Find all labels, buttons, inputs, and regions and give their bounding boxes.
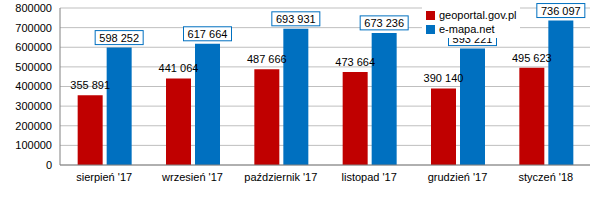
svg-text:473 664: 473 664	[335, 56, 375, 68]
svg-text:październik '17: październik '17	[244, 171, 317, 183]
svg-text:600000: 600000	[15, 41, 52, 53]
svg-text:390 140: 390 140	[424, 72, 464, 84]
svg-text:617 664: 617 664	[188, 28, 228, 40]
svg-text:wrzesień '17: wrzesień '17	[161, 171, 223, 183]
svg-text:800000: 800000	[15, 2, 52, 14]
svg-text:400000: 400000	[15, 80, 52, 92]
svg-text:listopad '17: listopad '17	[342, 171, 397, 183]
svg-text:673 236: 673 236	[364, 17, 404, 29]
svg-text:300000: 300000	[15, 100, 52, 112]
svg-text:593 221: 593 221	[453, 33, 493, 45]
svg-text:700000: 700000	[15, 22, 52, 34]
html-text:geoportal.gov.pl: geoportal.gov.pl	[439, 9, 517, 21]
svg-text:693 931: 693 931	[276, 13, 316, 25]
svg-text:487 666: 487 666	[247, 53, 287, 65]
svg-text:736 097: 736 097	[541, 5, 581, 17]
svg-text:0: 0	[46, 159, 52, 171]
svg-text:grudzień '17: grudzień '17	[428, 171, 488, 183]
svg-text:495 623: 495 623	[512, 52, 552, 64]
svg-text:100000: 100000	[15, 139, 52, 151]
svg-text:598 252: 598 252	[99, 32, 139, 44]
svg-text:styczeń '18: styczeń '18	[518, 171, 573, 183]
svg-text:500000: 500000	[15, 61, 52, 73]
html-text:e-mapa.net: e-mapa.net	[439, 23, 495, 35]
svg-text:355 891: 355 891	[70, 79, 110, 91]
svg-text:441 064: 441 064	[159, 62, 199, 74]
svg-text:sierpień '17: sierpień '17	[76, 171, 132, 183]
svg-text:200000: 200000	[15, 120, 52, 132]
